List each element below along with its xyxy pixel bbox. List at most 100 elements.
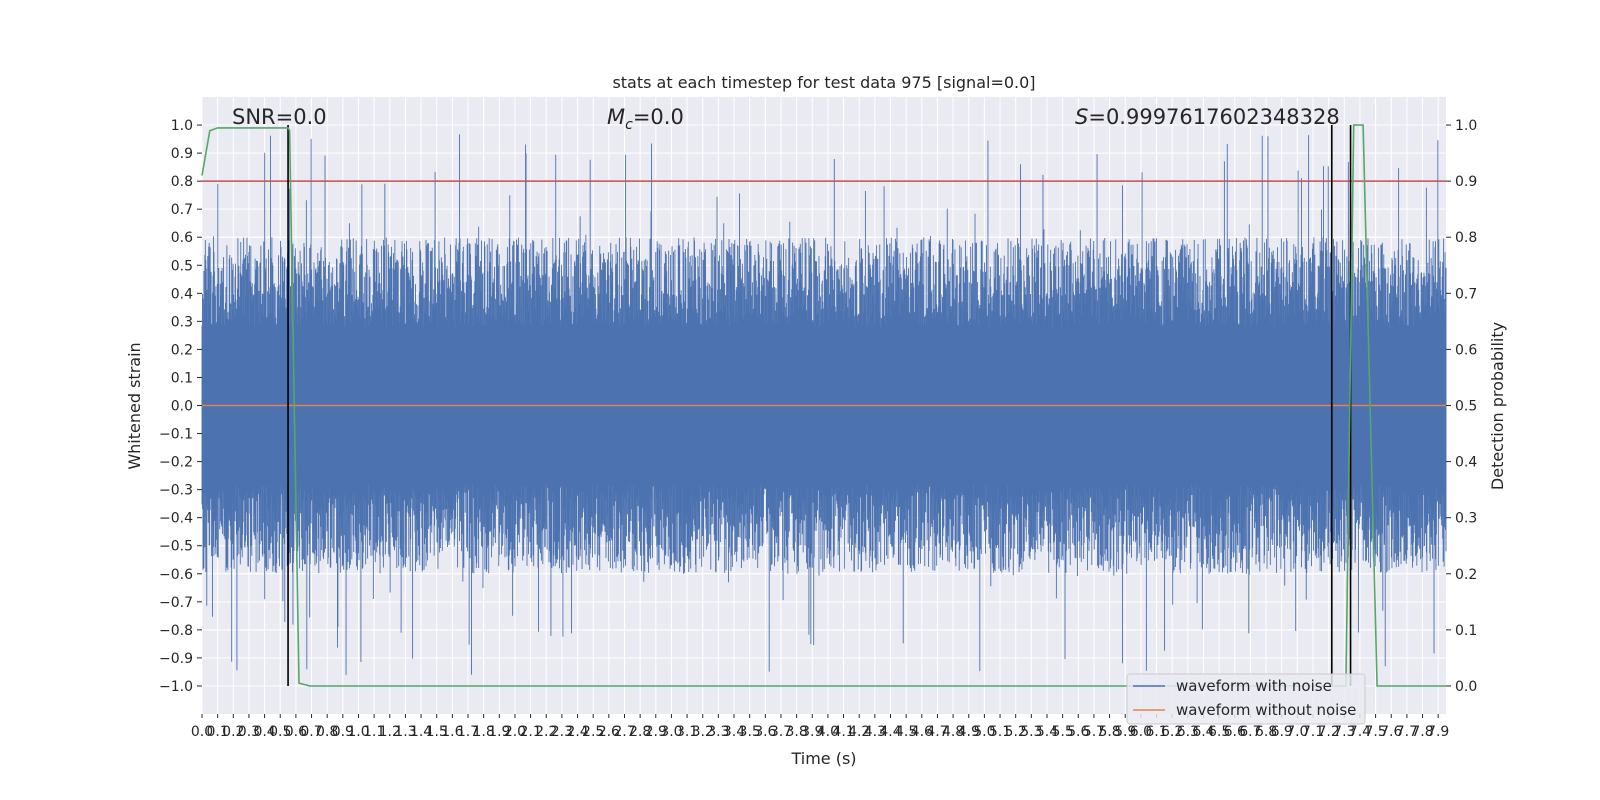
- x-tick-label: 3.5: [739, 724, 761, 740]
- x-tick-label: 2.5: [582, 724, 604, 740]
- x-tick-label: 5.9: [1114, 724, 1136, 740]
- series-detection-probability: [201, 124, 1446, 687]
- x-tick-label: 4.3: [864, 724, 886, 740]
- x-tick-label: 3.9: [801, 724, 823, 740]
- x-tick-label: 6.8: [1255, 724, 1277, 740]
- y-tick-label-left: −0.4: [159, 511, 193, 527]
- snr-annotation: SNR=0.0: [232, 105, 327, 129]
- series-waveform-with-noise: [201, 134, 1447, 675]
- y-tick-label-left: −0.5: [159, 539, 193, 555]
- legend-label-clean: waveform without noise: [1176, 701, 1356, 719]
- y-tick-label-left: −0.8: [159, 623, 193, 639]
- y-tick-label-left: −0.7: [159, 595, 193, 611]
- x-tick-label: 0.2: [222, 724, 244, 740]
- x-tick-label: 7.4: [1349, 724, 1371, 740]
- x-tick-label: 0.3: [238, 724, 260, 740]
- x-tick-label: 4.8: [942, 724, 964, 740]
- x-tick-label: 1.0: [347, 724, 369, 740]
- x-tick-label: 7.1: [1302, 724, 1324, 740]
- x-tick-label: 3.8: [785, 724, 807, 740]
- x-tick-label: 0.8: [316, 724, 338, 740]
- x-tick-label: 4.4: [879, 724, 901, 740]
- x-tick-label: 7.2: [1318, 724, 1340, 740]
- y-tick-label-left: 0.7: [171, 202, 193, 218]
- y-tick-label-left: 0.3: [171, 314, 193, 330]
- legend: waveform with noise waveform without noi…: [1126, 673, 1366, 725]
- y-tick-label-left: −0.9: [159, 651, 193, 667]
- y-tick-label-left: 0.1: [171, 370, 193, 386]
- y-tick-label-right: 0.3: [1455, 511, 1477, 527]
- x-tick-label: 1.2: [379, 724, 401, 740]
- y-tick-label-right: 0.1: [1455, 623, 1477, 639]
- y-tick-label-right: 1.0: [1455, 118, 1477, 134]
- y-tick-label-right: 0.7: [1455, 286, 1477, 302]
- x-tick-label: 2.3: [551, 724, 573, 740]
- y-tick-label-left: 0.0: [171, 399, 193, 415]
- y-tick-label-right: 0.2: [1455, 567, 1477, 583]
- x-tick-label: 7.7: [1396, 724, 1418, 740]
- x-ticks: 0.00.10.20.30.40.50.60.70.80.91.01.11.21…: [191, 714, 1449, 740]
- y-tick-label-right: 0.8: [1455, 230, 1477, 246]
- y-tick-label-left: 0.9: [171, 146, 193, 162]
- x-tick-label: 2.4: [566, 724, 588, 740]
- x-tick-label: 1.4: [410, 724, 432, 740]
- x-tick-label: 2.2: [535, 724, 557, 740]
- x-tick-label: 2.8: [629, 724, 651, 740]
- x-tick-label: 6.0: [1130, 724, 1152, 740]
- x-tick-label: 5.4: [1036, 724, 1058, 740]
- x-tick-label: 5.7: [1083, 724, 1105, 740]
- x-tick-label: 5.5: [1051, 724, 1073, 740]
- y-tick-label-left: −0.6: [159, 567, 193, 583]
- x-tick-label: 4.0: [817, 724, 839, 740]
- y-tick-label-left: −0.1: [159, 427, 193, 443]
- x-tick-label: 3.1: [676, 724, 698, 740]
- x-tick-label: 6.6: [1224, 724, 1246, 740]
- x-tick-label: 7.8: [1411, 724, 1433, 740]
- x-tick-label: 6.1: [1145, 724, 1167, 740]
- x-tick-label: 4.2: [848, 724, 870, 740]
- y-ticks-left: 1.0 0.9 0.8 0.7 0.6 0.5 0.4 0.3 0.2 0.1 0.0 −0.1 −0.…: [159, 118, 202, 695]
- x-tick-label: 0.0: [191, 724, 213, 740]
- y-tick-label-left: 0.5: [171, 258, 193, 274]
- x-tick-label: 5.0: [973, 724, 995, 740]
- x-tick-label: 5.1: [989, 724, 1011, 740]
- y-tick-label-left: −1.0: [159, 679, 193, 695]
- x-tick-label: 1.3: [394, 724, 416, 740]
- y-axis-label-left: Whitened strain: [125, 342, 144, 469]
- x-tick-label: 2.0: [504, 724, 526, 740]
- x-tick-label: 4.6: [911, 724, 933, 740]
- x-axis-label: Time (s): [790, 749, 856, 768]
- x-tick-label: 1.5: [426, 724, 448, 740]
- x-tick-label: 3.3: [707, 724, 729, 740]
- x-tick-label: 7.3: [1333, 724, 1355, 740]
- y-tick-label-left: 0.2: [171, 342, 193, 358]
- x-tick-label: 0.7: [300, 724, 322, 740]
- x-tick-label: 1.7: [457, 724, 479, 740]
- x-tick-label: 4.5: [895, 724, 917, 740]
- legend-label-noise: waveform with noise: [1176, 677, 1332, 695]
- x-tick-label: 4.7: [926, 724, 948, 740]
- x-tick-label: 7.9: [1427, 724, 1449, 740]
- y-axis-label-right: Detection probability: [1488, 322, 1507, 490]
- x-tick-label: 6.9: [1271, 724, 1293, 740]
- x-tick-label: 1.9: [488, 724, 510, 740]
- x-tick-label: 5.6: [1067, 724, 1089, 740]
- noise-trace: [201, 134, 1447, 675]
- x-tick-label: 2.6: [598, 724, 620, 740]
- x-tick-label: 1.8: [473, 724, 495, 740]
- x-tick-label: 5.3: [1020, 724, 1042, 740]
- y-ticks-right: 1.0 0.9 0.8 0.7 0.6 0.5 0.4 0.3 0.2 0.1 0.0: [1446, 118, 1477, 695]
- x-tick-label: 7.5: [1364, 724, 1386, 740]
- y-tick-label-left: 1.0: [171, 118, 193, 134]
- x-tick-label: 2.1: [519, 724, 541, 740]
- x-tick-label: 2.9: [645, 724, 667, 740]
- y-tick-label-left: −0.2: [159, 455, 193, 471]
- x-tick-label: 3.4: [723, 724, 745, 740]
- y-tick-label-left: 0.4: [171, 286, 193, 302]
- x-tick-label: 0.9: [332, 724, 354, 740]
- y-tick-label-right: 0.4: [1455, 455, 1477, 471]
- x-tick-label: 2.7: [613, 724, 635, 740]
- legend-box: [1126, 673, 1366, 725]
- chirp-mass-annotation: Mc=0.0: [607, 105, 684, 133]
